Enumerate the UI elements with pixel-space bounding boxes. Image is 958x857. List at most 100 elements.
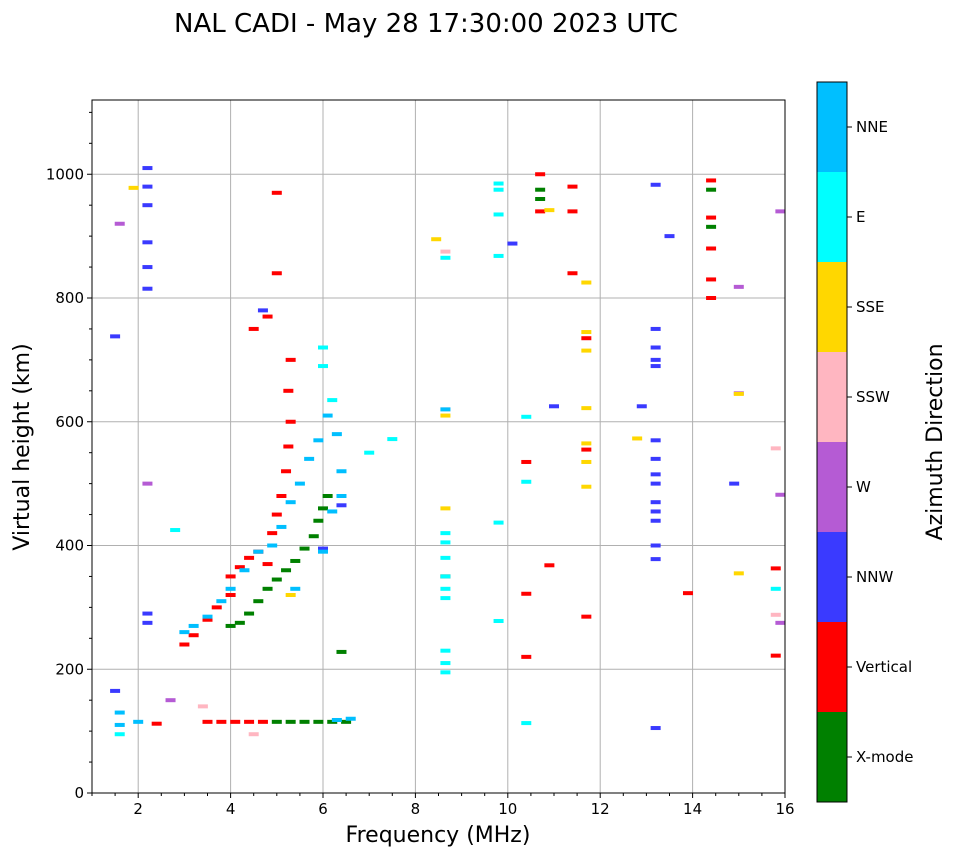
data-point-nne <box>114 722 125 727</box>
data-point-nnw <box>650 518 661 523</box>
data-point-e <box>493 520 504 525</box>
data-point-e <box>440 648 451 653</box>
data-point-nnw <box>142 184 153 189</box>
data-point-w <box>775 492 786 497</box>
data-point-nne <box>313 438 324 443</box>
data-point-x-mode <box>299 546 310 551</box>
data-point-x-mode <box>535 187 546 192</box>
x-tick-label: 8 <box>411 800 421 818</box>
data-point-nnw <box>650 456 661 461</box>
data-point-x-mode <box>253 599 264 604</box>
data-point-sse <box>733 571 744 576</box>
data-point-e <box>521 479 532 484</box>
data-point-sse <box>128 185 139 190</box>
colorbar-segment <box>817 352 847 442</box>
colorbar-title: Azimuth Direction <box>923 343 948 540</box>
data-point-e <box>493 181 504 186</box>
colorbar-label: X-mode <box>856 748 913 766</box>
data-point-sse <box>581 406 592 411</box>
y-tick-label: 1000 <box>46 165 84 183</box>
data-point-e <box>440 531 451 536</box>
data-point-sse <box>581 441 592 446</box>
data-point-vertical <box>244 719 255 724</box>
data-point-vertical <box>151 721 162 726</box>
colorbar-label: NNE <box>856 118 888 136</box>
data-point-sse <box>632 436 643 441</box>
data-point-ssw <box>770 446 781 451</box>
data-point-vertical <box>225 574 236 579</box>
data-point-vertical <box>202 719 213 724</box>
data-point-nnw <box>650 438 661 443</box>
data-point-e <box>521 721 532 726</box>
data-point-vertical <box>225 593 236 597</box>
data-point-x-mode <box>322 494 333 498</box>
data-point-ssw <box>440 249 451 254</box>
data-point-nne <box>440 407 451 412</box>
data-point-nnw <box>636 404 647 409</box>
data-point-nnw <box>142 286 153 291</box>
data-point-vertical <box>567 209 578 214</box>
data-point-vertical <box>706 277 717 282</box>
data-point-nnw <box>142 265 153 270</box>
colorbar-label: SSW <box>856 388 890 406</box>
data-point-e <box>170 528 181 533</box>
data-point-nnw <box>142 620 153 625</box>
data-point-e <box>440 670 451 675</box>
colorbar-segment <box>817 622 847 712</box>
axis-ticks: 2 4 6 8 10 12 14 16 0 200 400 600 800 1000 <box>46 111 795 818</box>
data-point-nne <box>202 614 213 619</box>
data-point-w <box>142 481 153 486</box>
data-point-nnw <box>507 241 518 246</box>
data-point-vertical <box>281 469 292 474</box>
data-point-w <box>775 620 786 625</box>
data-point-nnw <box>650 182 661 187</box>
data-point-nnw <box>318 546 328 551</box>
data-point-e <box>318 345 328 350</box>
data-point-x-mode <box>225 623 236 628</box>
data-point-e <box>440 555 451 560</box>
data-point-vertical <box>706 246 717 251</box>
x-tick-label: 14 <box>683 800 702 818</box>
data-point-x-mode <box>341 719 352 724</box>
data-point-nnw <box>549 404 559 409</box>
data-point-vertical <box>521 459 532 464</box>
data-point-e <box>493 253 504 258</box>
data-point-vertical <box>682 591 693 596</box>
grid-lines <box>92 100 785 793</box>
data-point-vertical <box>770 653 781 658</box>
colorbar-segment <box>817 172 847 262</box>
data-point-vertical <box>276 494 287 498</box>
data-point-nne <box>331 717 342 722</box>
data-point-vertical <box>271 190 282 195</box>
data-point-nne <box>239 568 250 573</box>
data-point-nne <box>331 432 342 437</box>
data-point-nnw <box>142 203 153 208</box>
x-tick-label: 10 <box>498 800 517 818</box>
data-point-e <box>440 596 451 601</box>
data-point-sse <box>581 280 592 285</box>
data-point-vertical <box>216 719 227 724</box>
data-point-vertical <box>706 215 717 220</box>
data-point-vertical <box>271 271 282 276</box>
data-point-nnw <box>142 240 153 245</box>
data-point-vertical <box>521 654 532 659</box>
data-point-vertical <box>544 563 555 568</box>
data-point-x-mode <box>271 719 282 724</box>
data-point-x-mode <box>308 534 319 539</box>
data-point-x-mode <box>244 611 255 616</box>
data-point-nnw <box>650 726 661 731</box>
data-point-x-mode <box>535 197 546 201</box>
data-point-sse <box>440 506 451 511</box>
data-point-e <box>493 187 504 192</box>
data-point-vertical <box>285 357 296 362</box>
data-point-e <box>114 732 125 737</box>
data-point-e <box>493 212 504 217</box>
data-point-vertical <box>248 326 259 331</box>
data-point-e <box>440 586 451 591</box>
data-point-ssw <box>248 732 259 737</box>
data-point-vertical <box>706 178 717 183</box>
data-point-x-mode <box>706 187 717 192</box>
data-point-x-mode <box>318 506 328 511</box>
data-point-w <box>165 698 176 703</box>
colorbar-segment <box>817 712 847 802</box>
